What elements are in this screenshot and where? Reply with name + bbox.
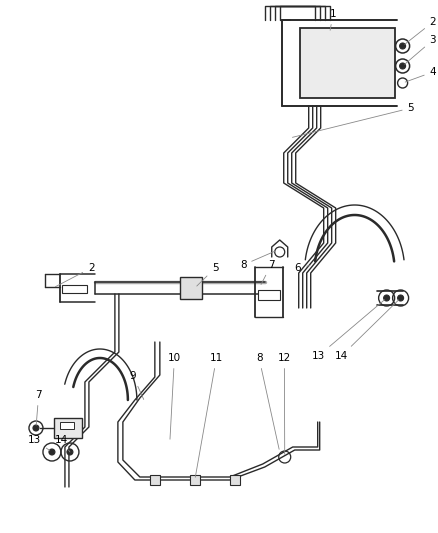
Bar [258,290,280,300]
Text: 12: 12 [278,353,291,454]
Bar [180,277,202,299]
Text: 10: 10 [168,353,181,439]
Bar [60,422,74,429]
Text: 2: 2 [56,263,95,287]
Text: 1: 1 [330,9,336,30]
Text: 4: 4 [405,67,436,82]
Bar [54,418,82,438]
Text: 6: 6 [295,263,310,273]
Bar [230,475,240,485]
Text: 14: 14 [335,300,399,361]
Text: 14: 14 [55,435,70,452]
Circle shape [399,63,406,69]
Bar [150,475,160,485]
Text: 5: 5 [293,103,414,138]
Bar [300,28,395,98]
Text: 5: 5 [197,263,219,286]
Circle shape [33,425,39,431]
Text: 7: 7 [261,260,274,285]
Circle shape [399,43,406,49]
Circle shape [49,449,55,455]
Text: 2: 2 [405,17,436,44]
Text: 8: 8 [240,251,275,270]
Text: 8: 8 [256,353,279,449]
Circle shape [67,449,73,455]
Circle shape [398,295,403,301]
Text: 13: 13 [28,435,49,450]
Text: 7: 7 [35,390,42,425]
Text: 9: 9 [130,371,144,399]
Text: 3: 3 [405,35,436,64]
Bar [62,285,87,293]
Circle shape [384,295,390,301]
Text: 13: 13 [312,300,385,361]
Text: 11: 11 [195,353,223,477]
Bar [190,475,200,485]
